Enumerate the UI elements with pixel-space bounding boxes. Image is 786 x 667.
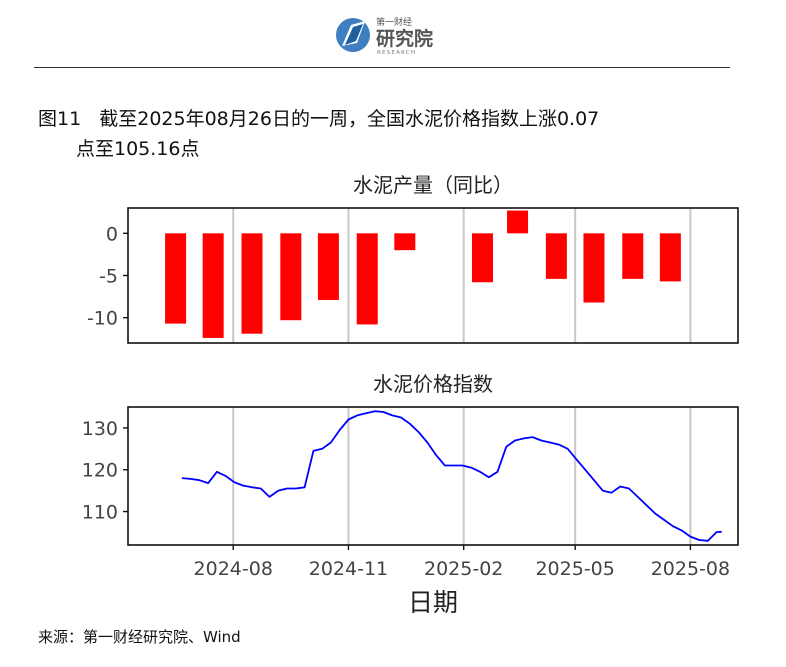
bar [280, 233, 302, 321]
bar [507, 210, 529, 234]
line-xtick-label: 2025-02 [424, 558, 503, 580]
bar [622, 233, 644, 279]
line-ytick-label: 130 [82, 418, 118, 440]
logo-cn-small: 第一财经 [376, 16, 412, 28]
bar [583, 233, 605, 303]
bar-ytick-label: -10 [87, 308, 118, 330]
header-rule [34, 67, 730, 68]
bar [241, 233, 263, 334]
bar [545, 233, 567, 279]
bar [202, 233, 224, 338]
line-xtick-label: 2025-05 [535, 558, 614, 580]
bar-ytick-label: 0 [106, 223, 118, 245]
line-panel-frame [127, 406, 739, 546]
source-note: 来源：第一财经研究院、Wind [38, 628, 241, 646]
bar [356, 233, 378, 325]
price-index-line [181, 410, 722, 542]
line-xtick-label: 2024-08 [194, 558, 273, 580]
line-chart-title: 水泥价格指数 [373, 372, 493, 396]
bar-ytick-label: -5 [99, 266, 118, 288]
bar [317, 233, 339, 300]
bar-chart-panel: 水泥产量（同比） 0 -5 -10 [87, 173, 739, 344]
line-ytick-label: 110 [82, 502, 118, 524]
x-axis-label: 日期 [408, 588, 458, 617]
bar-chart-title: 水泥产量（同比） [353, 173, 513, 197]
bar [659, 233, 681, 282]
research-institute-logo: 第一财经 研究院 RESEARCH [336, 16, 433, 56]
line-xtick-label: 2024-11 [309, 558, 388, 580]
logo-en: RESEARCH [377, 50, 416, 56]
figure-title: 图11 截至2025年08月26日的一周，全国水泥价格指数上涨0.07 点至10… [38, 104, 738, 164]
bar [394, 233, 416, 251]
line-ytick-label: 120 [82, 460, 118, 482]
figure-number: 图11 [38, 108, 82, 130]
bar [165, 233, 187, 324]
figure-title-line2: 点至105.16点 [76, 138, 200, 160]
figure-title-line1: 截至2025年08月26日的一周，全国水泥价格指数上涨0.07 [99, 108, 600, 130]
bar [471, 233, 493, 283]
line-chart-panel: 水泥价格指数 130 120 110 2024-08 2024-11 2025-02 2025… [82, 372, 739, 617]
logo-cn-big: 研究院 [376, 27, 433, 50]
line-xtick-label: 2025-08 [651, 558, 730, 580]
